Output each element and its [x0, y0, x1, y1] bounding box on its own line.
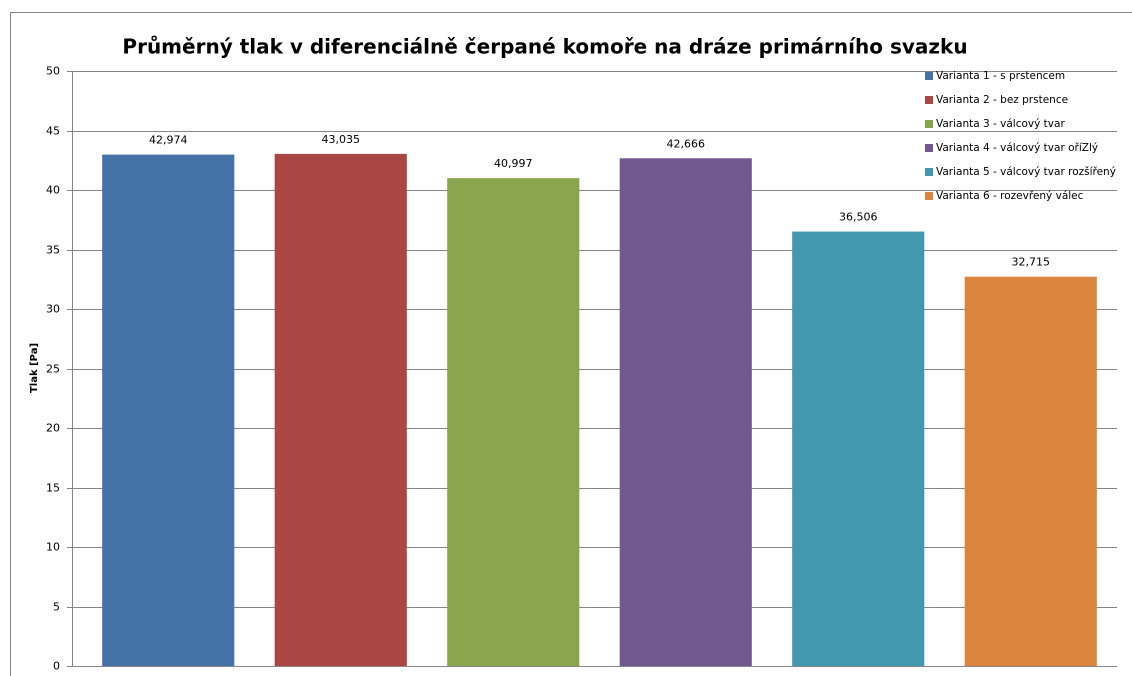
y-tick-label: 20 — [46, 422, 60, 435]
legend-swatch — [925, 192, 933, 200]
bar — [447, 178, 580, 667]
legend-swatch — [925, 168, 933, 176]
y-tick-label: 40 — [46, 184, 60, 197]
bar — [619, 158, 752, 666]
value-label: 42,974 — [149, 134, 188, 147]
y-axis-label: Tlak [Pa] — [29, 343, 40, 393]
y-tick-label: 50 — [46, 65, 60, 78]
y-tick-label: 0 — [53, 660, 60, 673]
y-tick-label: 30 — [46, 303, 60, 316]
value-label: 36,506 — [839, 211, 878, 224]
legend-swatch — [925, 72, 933, 80]
legend-label: Varianta 2 - bez prstence — [936, 94, 1068, 106]
legend-label: Varianta 4 - válcový tvar oříZlý — [936, 142, 1098, 154]
y-tick-label: 15 — [46, 482, 60, 495]
chart-title: Průměrný tlak v diferenciálně čerpané ko… — [122, 35, 967, 59]
y-tick-label: 45 — [46, 125, 60, 138]
legend-label: Varianta 1 - s prstencem — [936, 70, 1065, 82]
value-label: 43,035 — [322, 133, 361, 146]
value-label: 40,997 — [494, 157, 533, 170]
y-tick-label: 5 — [53, 601, 60, 614]
legend-swatch — [925, 120, 933, 128]
y-tick-label: 10 — [46, 541, 60, 554]
legend-swatch — [925, 144, 933, 152]
legend-label: Varianta 6 - rozevřený válec — [936, 190, 1084, 202]
value-label: 42,666 — [667, 137, 706, 150]
bar — [102, 154, 235, 666]
y-tick-label: 25 — [46, 363, 60, 376]
legend-label: Varianta 5 - válcový tvar rozšířený — [936, 166, 1116, 178]
bar — [274, 153, 407, 667]
legend-label: Varianta 3 - válcový tvar — [936, 118, 1065, 130]
y-tick-label: 35 — [46, 244, 60, 257]
bar — [792, 231, 925, 666]
bar — [964, 276, 1097, 666]
legend-swatch — [925, 96, 933, 104]
value-label: 32,715 — [1012, 256, 1051, 269]
